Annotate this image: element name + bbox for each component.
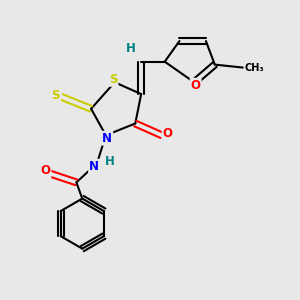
Text: N: N (89, 160, 99, 173)
Text: O: O (163, 127, 173, 140)
Text: O: O (190, 79, 201, 92)
Text: O: O (40, 164, 50, 177)
Text: H: H (126, 42, 136, 55)
Text: S: S (52, 89, 60, 102)
Text: N: N (102, 132, 112, 145)
Text: CH₃: CH₃ (244, 63, 264, 73)
Text: H: H (105, 155, 115, 168)
Text: S: S (109, 73, 117, 86)
